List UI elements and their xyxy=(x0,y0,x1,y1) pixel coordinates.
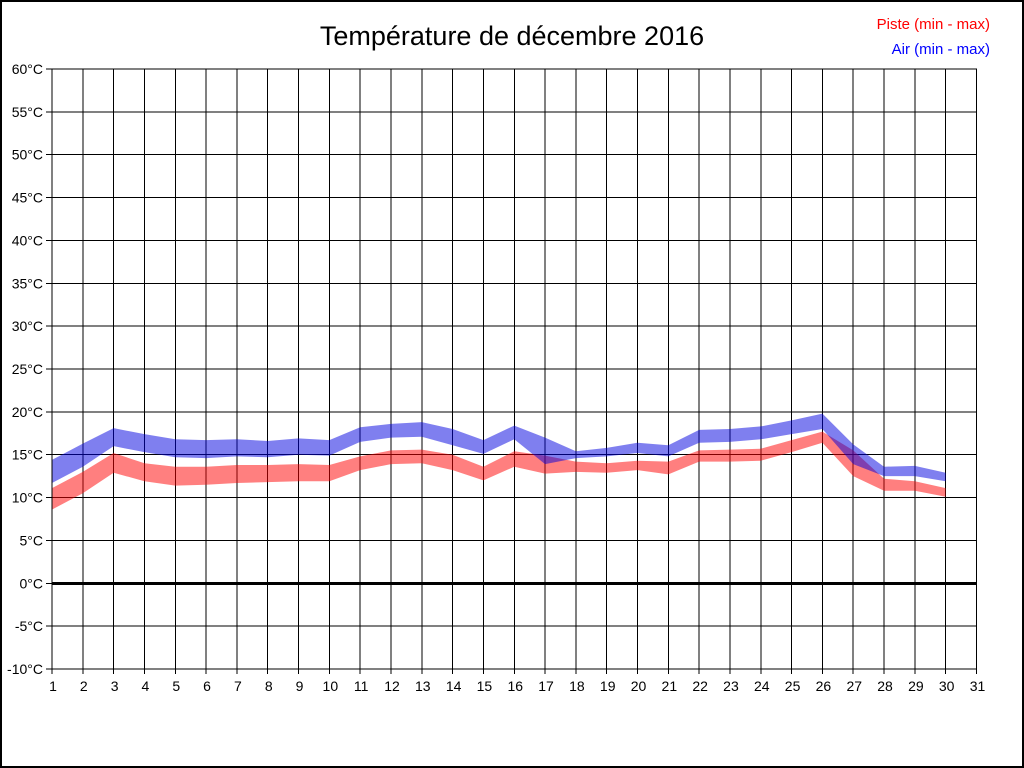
legend-entry-air: Air (min - max) xyxy=(891,41,990,58)
y-axis-tick-label: 35°C xyxy=(12,275,43,291)
legend-entry-piste: Piste (min - max) xyxy=(876,16,990,33)
x-axis-tick-label: 28 xyxy=(877,678,893,694)
x-axis-tick-label: 17 xyxy=(538,678,554,694)
x-axis-tick-label: 7 xyxy=(234,678,242,694)
x-axis-tick-label: 27 xyxy=(846,678,862,694)
x-axis-tick-label: 12 xyxy=(384,678,400,694)
x-axis-tick-label: 6 xyxy=(203,678,211,694)
x-axis-tick-label: 10 xyxy=(323,678,339,694)
y-axis-tick-label: 50°C xyxy=(12,147,43,163)
air-band xyxy=(52,413,946,483)
x-axis-tick-label: 30 xyxy=(939,678,955,694)
x-axis-tick-label: 19 xyxy=(600,678,616,694)
x-axis-tick-label: 8 xyxy=(265,678,273,694)
x-axis-tick-label: 21 xyxy=(662,678,678,694)
y-axis-tick-label: 25°C xyxy=(12,361,43,377)
x-axis-tick-label: 18 xyxy=(569,678,585,694)
y-axis-tick-label: 45°C xyxy=(12,190,43,206)
x-axis-tick-label: 25 xyxy=(785,678,801,694)
x-axis-tick-label: 16 xyxy=(507,678,523,694)
x-axis-tick-label: 24 xyxy=(754,678,770,694)
legend: Piste (min - max) Air (min - max) xyxy=(877,12,990,62)
x-axis-tick-label: 23 xyxy=(723,678,739,694)
plot-border xyxy=(51,68,977,670)
x-axis-tick-label: 29 xyxy=(908,678,924,694)
x-axis-tick-label: 9 xyxy=(296,678,304,694)
y-axis-tick-label: 15°C xyxy=(12,447,43,463)
x-axis-tick-label: 1 xyxy=(49,678,57,694)
y-axis-tick-label: -10°C xyxy=(7,661,43,677)
y-axis-tick-label: 55°C xyxy=(12,104,43,120)
x-axis-tick-label: 26 xyxy=(816,678,832,694)
x-axis-tick-label: 2 xyxy=(80,678,88,694)
x-axis-tick-label: 4 xyxy=(142,678,150,694)
x-axis-tick-label: 3 xyxy=(111,678,119,694)
x-axis-tick-label: 11 xyxy=(354,678,369,694)
x-axis-tick-label: 22 xyxy=(692,678,708,694)
y-axis-tick-label: 10°C xyxy=(12,490,43,506)
y-axis-tick-label: 20°C xyxy=(12,404,43,420)
x-axis-tick-label: 14 xyxy=(446,678,462,694)
y-axis-tick-label: 5°C xyxy=(20,532,44,548)
chart-title: Température de décembre 2016 xyxy=(319,21,705,51)
x-axis-tick-label: 31 xyxy=(970,678,986,694)
y-axis-tick-label: 60°C xyxy=(12,61,43,77)
x-axis-tick-label: 13 xyxy=(415,678,431,694)
piste-band xyxy=(52,431,946,510)
y-axis-tick-label: 0°C xyxy=(20,575,44,591)
y-axis-tick-label: -5°C xyxy=(15,618,43,634)
y-axis-tick-label: 40°C xyxy=(12,232,43,248)
x-axis-tick-label: 5 xyxy=(172,678,180,694)
y-axis-tick-label: 30°C xyxy=(12,318,43,334)
x-axis-tick-label: 20 xyxy=(631,678,647,694)
x-axis-tick-label: 15 xyxy=(477,678,493,694)
